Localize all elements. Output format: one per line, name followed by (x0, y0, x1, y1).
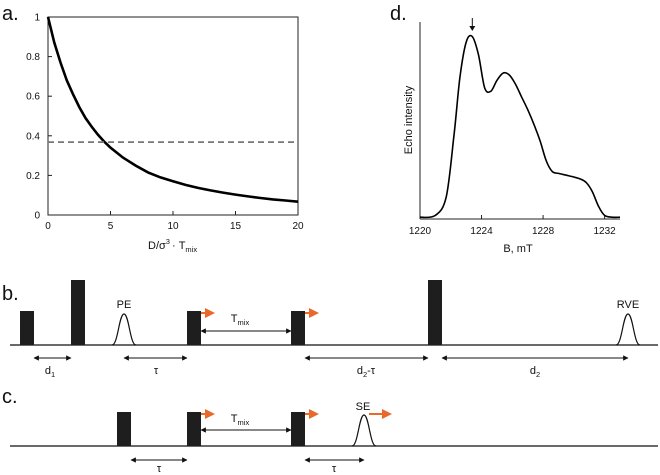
seq-c-pulse-2 (187, 412, 201, 446)
sequence-c: SE Tmix τ τ (10, 401, 658, 475)
seq-b-d2tau-sub: 2 (363, 370, 367, 379)
seq-b-pulse-2 (71, 280, 85, 345)
seq-b-d2tau-label: d2-τ (357, 365, 376, 379)
chart-a-xlabel-main: D/σ (148, 240, 166, 252)
chart-a-xtick-label: 10 (167, 221, 179, 232)
seq-c-pulse-1 (117, 412, 131, 446)
chart-d-xtick-label: 1224 (470, 226, 493, 237)
chart-a-xlabel-sup: 3 (166, 237, 170, 246)
panel-label-d: d. (390, 3, 407, 25)
seq-b-d1-main: d (45, 365, 51, 377)
seq-b-d2-sub: 2 (536, 370, 540, 379)
seq-b-d2tau-main: d (357, 365, 363, 377)
chart-a-series-decay-curve (46, 16, 299, 203)
seq-b-d2-main: d (530, 365, 536, 377)
seq-c-tmix-main: T (231, 413, 238, 425)
chart-a: 0 5 10 15 20 0 0.2 0.4 0.6 0.8 1 D/σ3 · Tmix (26, 13, 304, 255)
chart-a-xtick-label: 0 (45, 221, 51, 232)
seq-c-pulse-3 (291, 412, 305, 446)
seq-b-echo-rve (615, 313, 641, 346)
seq-b-tmix-label: Tmix (231, 313, 250, 327)
seq-b-d2tau-tail: -τ (367, 365, 376, 377)
seq-b-tau-label: τ (154, 365, 159, 377)
seq-b-pulse-1 (20, 311, 34, 345)
seq-c-tmix-label: Tmix (231, 413, 250, 427)
chart-a-ytick-label: 1 (34, 13, 40, 24)
chart-a-xtick-label: 5 (108, 221, 114, 232)
seq-b-pulse-4 (291, 311, 305, 345)
seq-c-tau2-label: τ (332, 463, 337, 475)
chart-a-ytick-label: 0.8 (26, 52, 40, 63)
chart-d-xlabel: B, mT (503, 243, 533, 255)
seq-b-d1-sub: 1 (51, 370, 55, 379)
chart-d-ylabel: Echo intensity (403, 85, 415, 154)
seq-b-pulse-3 (187, 311, 201, 345)
chart-d-xtick-label: 1220 (409, 226, 432, 237)
panel-label-c: c. (2, 386, 18, 408)
chart-d-xtick-label: 1228 (532, 226, 555, 237)
chart-a-xlabel: D/σ3 · Tmix (148, 237, 197, 254)
seq-b-tmix-main: T (231, 313, 238, 325)
seq-c-label-se: SE (356, 401, 371, 413)
chart-d-spectrum-line (419, 34, 621, 219)
seq-b-d2-label: d2 (530, 365, 540, 379)
panel-label-a: a. (2, 3, 19, 25)
panel-label-b: b. (2, 283, 19, 305)
chart-d: 1220 1224 1228 1232 Echo intensity B, mT (403, 18, 621, 255)
chart-a-xlabel-sub: mix (185, 245, 197, 254)
seq-b-label-rve: RVE (617, 299, 639, 311)
seq-b-d1-label: d1 (45, 365, 55, 379)
chart-a-xlabel-mid: · T (172, 240, 186, 252)
seq-b-pulse-5 (428, 280, 442, 345)
chart-a-ytick-label: 0 (34, 211, 40, 222)
chart-d-peak-arrow-head (469, 26, 476, 31)
chart-a-xtick-label: 20 (292, 221, 304, 232)
seq-c-tmix-sub: mix (238, 418, 250, 427)
chart-a-xtick-label: 15 (230, 221, 242, 232)
sequence-b: PE RVE Tmix d1 τ d2-τ d2 (10, 280, 658, 379)
seq-b-tmix-sub: mix (238, 318, 250, 327)
chart-d-xtick-label: 1232 (593, 226, 616, 237)
seq-b-echo-pe (111, 313, 137, 346)
chart-a-ytick-label: 0.2 (26, 171, 40, 182)
seq-b-label-pe: PE (117, 299, 132, 311)
seq-c-echo-se (351, 414, 377, 447)
chart-a-ytick-label: 0.6 (26, 92, 40, 103)
seq-c-tau1-label: τ (157, 463, 162, 475)
chart-a-ytick-label: 0.4 (26, 131, 40, 142)
